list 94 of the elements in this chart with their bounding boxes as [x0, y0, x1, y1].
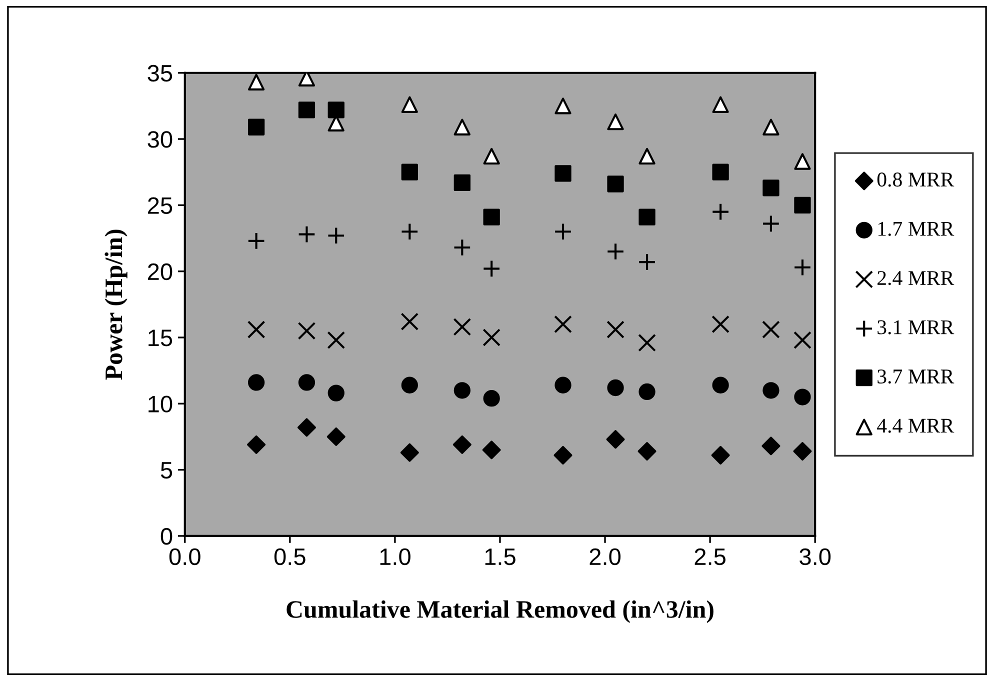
point [554, 165, 572, 182]
point [712, 376, 729, 394]
point [248, 118, 265, 136]
point [401, 376, 418, 394]
point [607, 379, 624, 396]
point [794, 258, 812, 276]
y-tick-label: 0 [160, 528, 172, 545]
point [453, 318, 472, 336]
point [711, 446, 730, 464]
point [554, 446, 572, 464]
point [298, 374, 316, 391]
point [327, 331, 346, 350]
point [401, 96, 418, 113]
y-tick-label: 30 [148, 131, 172, 148]
point [247, 232, 266, 250]
y-tick-label: 20 [148, 263, 172, 280]
point [794, 153, 811, 170]
y-tick-label: 15 [148, 330, 172, 346]
legend-label: 0.8 MRR [877, 172, 954, 187]
point [554, 376, 572, 394]
point [762, 118, 780, 136]
y-tick-label: 25 [148, 197, 172, 214]
y-tick-label: 5 [160, 462, 172, 479]
point [400, 443, 419, 462]
point [638, 442, 656, 461]
point [638, 208, 656, 226]
y-tick-label: 10 [148, 396, 172, 412]
x-tick-label: 1.0 [380, 548, 410, 566]
point [794, 196, 811, 214]
point [401, 164, 418, 180]
y-axis-title: Power (Hp/in) [104, 230, 128, 380]
x-tick-label: 3.0 [800, 548, 831, 566]
point [762, 180, 780, 196]
point [712, 96, 729, 113]
point [483, 208, 500, 226]
point [482, 260, 501, 278]
legend-label: 3.7 MRR [878, 370, 954, 384]
point [298, 225, 316, 244]
x-tick-label: 1.5 [485, 548, 516, 566]
x-tick-label: 0.5 [274, 548, 306, 566]
point [298, 322, 316, 340]
x-tick-label: 0.0 [169, 548, 200, 566]
point [454, 118, 470, 136]
legend-label: 2.4 MRR [878, 271, 954, 286]
point [712, 164, 729, 180]
point [793, 442, 812, 461]
point [482, 440, 501, 460]
point [762, 382, 780, 399]
point [298, 72, 316, 86]
point [400, 312, 419, 331]
point [638, 383, 656, 400]
point [712, 202, 730, 221]
x-tick-label: 2.5 [694, 548, 726, 566]
point [794, 388, 811, 406]
legend-label: 1.7 MRR [878, 222, 954, 236]
point [638, 148, 656, 165]
point [454, 382, 470, 399]
point [606, 242, 624, 260]
point [794, 331, 812, 350]
point [247, 435, 266, 454]
point [248, 74, 265, 90]
point [326, 427, 346, 446]
point [638, 253, 656, 272]
point [607, 176, 624, 192]
point [298, 102, 316, 118]
point [328, 384, 344, 402]
y-tick-label: 35 [148, 64, 172, 82]
x-axis-title: Cumulative Material Removed (in^3/in) [286, 600, 714, 623]
point [762, 320, 780, 339]
point [400, 222, 419, 241]
point [483, 390, 500, 407]
point [247, 320, 266, 339]
x-tick-label: 2.0 [590, 548, 621, 566]
point [328, 102, 344, 118]
point [297, 418, 316, 437]
point [248, 374, 265, 391]
point [554, 98, 572, 114]
point [554, 315, 572, 334]
point [327, 226, 346, 245]
point [482, 328, 501, 346]
point [454, 174, 470, 192]
point [483, 148, 500, 165]
point [762, 436, 780, 456]
legend-label: 4.4 MRR [877, 418, 954, 433]
point [606, 430, 625, 449]
point [762, 214, 780, 233]
legend-label: 3.1 MRR [878, 320, 954, 334]
point [554, 222, 572, 241]
point [452, 435, 472, 454]
point [453, 238, 472, 256]
point [638, 334, 656, 352]
point [607, 113, 624, 130]
point [606, 320, 624, 339]
point [712, 315, 730, 334]
